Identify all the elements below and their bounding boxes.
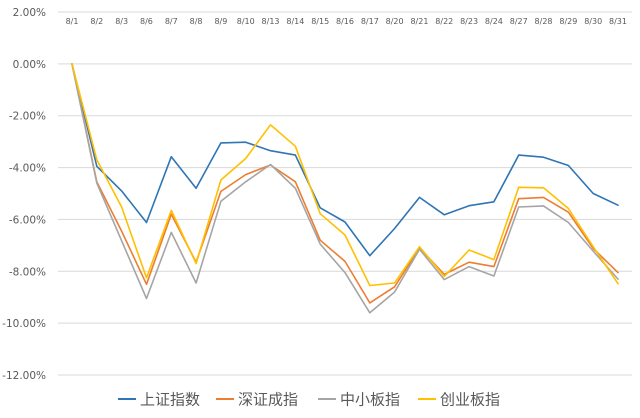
- x-tick-label: 8/3: [115, 17, 128, 26]
- x-tick-label: 8/24: [485, 17, 503, 26]
- y-tick-label: -4.00%: [9, 163, 46, 175]
- x-axis-ticks: 8/1 8/2 8/3 8/6 8/7 8/8 8/9 8/10 8/13 8/14 8/15 8/1…: [66, 17, 627, 26]
- x-tick-label: 8/15: [311, 17, 329, 26]
- x-tick-label: 8/17: [361, 17, 379, 26]
- y-tick-label: -8.00%: [9, 266, 46, 278]
- x-tick-label: 8/9: [214, 17, 227, 26]
- x-tick-label: 8/6: [140, 17, 153, 26]
- x-tick-label: 8/7: [165, 17, 178, 26]
- x-tick-label: 8/14: [286, 17, 304, 26]
- legend-label: 创业板指: [440, 391, 500, 409]
- x-tick-label: 8/28: [535, 17, 553, 26]
- y-tick-label: -12.00%: [2, 370, 46, 382]
- x-tick-label: 8/27: [510, 17, 528, 26]
- x-tick-label: 8/21: [410, 17, 428, 26]
- series-line-1: [71, 63, 619, 257]
- gridlines: [58, 11, 632, 376]
- x-tick-label: 8/16: [336, 17, 354, 26]
- x-tick-label: 8/2: [90, 17, 103, 26]
- legend-label: 中小板指: [340, 391, 400, 409]
- x-tick-label: 8/23: [460, 17, 478, 26]
- x-tick-label: 8/20: [386, 17, 404, 26]
- x-tick-label: 8/29: [559, 17, 577, 26]
- series-lines: [71, 63, 619, 314]
- y-tick-label: -10.00%: [2, 318, 46, 330]
- legend-label: 上证指数: [140, 391, 200, 409]
- x-tick-label: 8/30: [584, 17, 602, 26]
- y-tick-label: -2.00%: [9, 111, 46, 123]
- y-tick-label: -6.00%: [9, 214, 46, 226]
- x-tick-label: 8/10: [237, 17, 255, 26]
- x-tick-label: 8/22: [435, 17, 453, 26]
- x-tick-label: 8/13: [262, 17, 280, 26]
- x-tick-label: 8/31: [609, 17, 627, 26]
- x-tick-label: 8/1: [66, 17, 79, 26]
- y-tick-label: 2.00%: [13, 7, 46, 19]
- series-line-4: [71, 63, 619, 287]
- legend-label: 深证成指: [238, 391, 298, 409]
- y-axis-ticks: 2.00% 0.00% -2.00% -4.00% -6.00% -8.00% -10.00…: [2, 7, 46, 382]
- series-line-2: [71, 63, 619, 304]
- legend: 上证指数 深证成指 中小板指 创业板指: [118, 391, 500, 409]
- series-line-3: [71, 63, 619, 314]
- x-tick-label: 8/8: [190, 17, 203, 26]
- y-tick-label: 0.00%: [13, 59, 46, 71]
